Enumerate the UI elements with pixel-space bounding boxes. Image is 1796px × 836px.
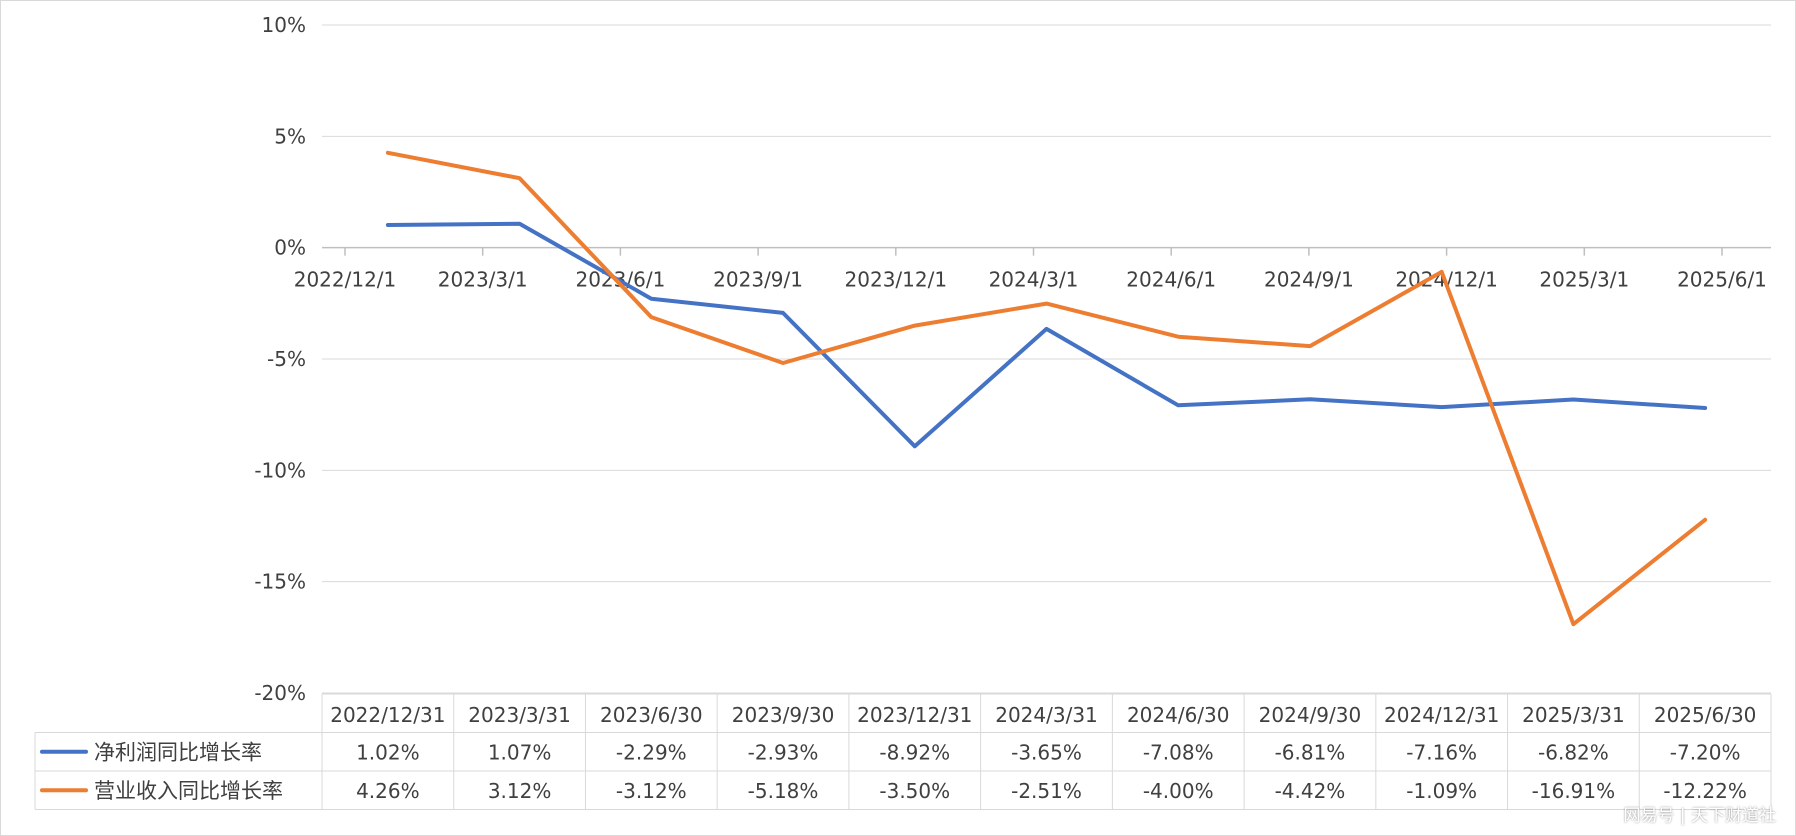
y-tick-label: -15%: [254, 570, 306, 594]
table-value-cell: -5.18%: [748, 779, 819, 803]
watermark: 网易号 | 天下财道社: [1623, 806, 1776, 826]
x-axis-label: 2022/12/1: [294, 268, 397, 292]
table-value-cell: -1.09%: [1406, 779, 1477, 803]
table-header-cell: 2024/9/30: [1259, 703, 1362, 727]
x-axis: 2022/12/1 2023/3/1 2023/6/1 2023/9/1 2023/12…: [294, 246, 1771, 292]
y-tick-label: 10%: [262, 13, 306, 37]
legend-label: 营业收入同比增长率: [94, 779, 283, 803]
table-header-cell: 2024/6/30: [1127, 703, 1230, 727]
x-axis-label: 2023/9/1: [713, 268, 803, 292]
table-value-cell: -2.29%: [616, 741, 687, 765]
x-axis-label: 2024/6/1: [1126, 268, 1216, 292]
table-value-cell: -6.81%: [1275, 741, 1346, 765]
table-header-cell: 2023/3/31: [468, 703, 571, 727]
table-header-cell: 2023/9/30: [732, 703, 835, 727]
table-value-cell: -4.42%: [1275, 779, 1346, 803]
table-header-cell: 2023/12/31: [857, 703, 972, 727]
table-header-cell: 2025/6/30: [1654, 703, 1757, 727]
series-line-1: [385, 221, 1708, 449]
x-axis-label: 2023/12/1: [845, 268, 948, 292]
data-table: 2022/12/31 2023/3/31 2023/6/30 2023/9/30 202…: [34, 693, 1772, 810]
y-tick-label: -20%: [254, 681, 306, 705]
x-axis-label: 2023/3/1: [438, 268, 528, 292]
table-value-cell: -2.93%: [748, 741, 819, 765]
table-value-cell: -3.65%: [1011, 741, 1082, 765]
y-tick-label: -10%: [254, 458, 306, 482]
table-value-cell: -7.20%: [1670, 741, 1741, 765]
table-value-cell: -6.82%: [1538, 741, 1609, 765]
table-value-cell: -2.51%: [1011, 779, 1082, 803]
x-axis-label: 2024/9/1: [1264, 268, 1354, 292]
y-tick-label: 0%: [274, 236, 306, 260]
y-tick-label: 5%: [274, 124, 306, 148]
y-tick-label: -5%: [267, 347, 306, 371]
table-value-cell: -7.08%: [1143, 741, 1214, 765]
table-value-cell: -16.91%: [1532, 779, 1615, 803]
legend-label: 净利润同比增长率: [94, 741, 262, 765]
table-header-cell: 2025/3/31: [1522, 703, 1625, 727]
table-value-cell: -12.22%: [1663, 779, 1746, 803]
table-header-cell: 2023/6/30: [600, 703, 703, 727]
table-header-cell: 2024/12/31: [1384, 703, 1499, 727]
table-header-cell: 2024/3/31: [995, 703, 1098, 727]
table-value-cell: -3.12%: [616, 779, 687, 803]
table-value-cell: 1.07%: [488, 741, 552, 765]
x-axis-label: 2025/6/1: [1677, 268, 1767, 292]
x-axis-label: 2024/3/1: [989, 268, 1079, 292]
table-value-cell: -4.00%: [1143, 779, 1214, 803]
table-value-cell: -3.50%: [879, 779, 950, 803]
series-lines: [385, 150, 1708, 627]
table-value-cell: -7.16%: [1406, 741, 1477, 765]
y-axis-ticks: 10% 5% 0% -5% -10% -15% -20%: [254, 13, 306, 705]
table-value-cell: -8.92%: [879, 741, 950, 765]
gridlines: [322, 24, 1771, 694]
table-value-cell: 1.02%: [356, 741, 420, 765]
x-axis-label: 2025/3/1: [1539, 268, 1629, 292]
table-header-cell: 2022/12/31: [330, 703, 445, 727]
table-value-cell: 3.12%: [488, 779, 552, 803]
series-line-2: [385, 150, 1708, 627]
table-value-cell: 4.26%: [356, 779, 420, 803]
